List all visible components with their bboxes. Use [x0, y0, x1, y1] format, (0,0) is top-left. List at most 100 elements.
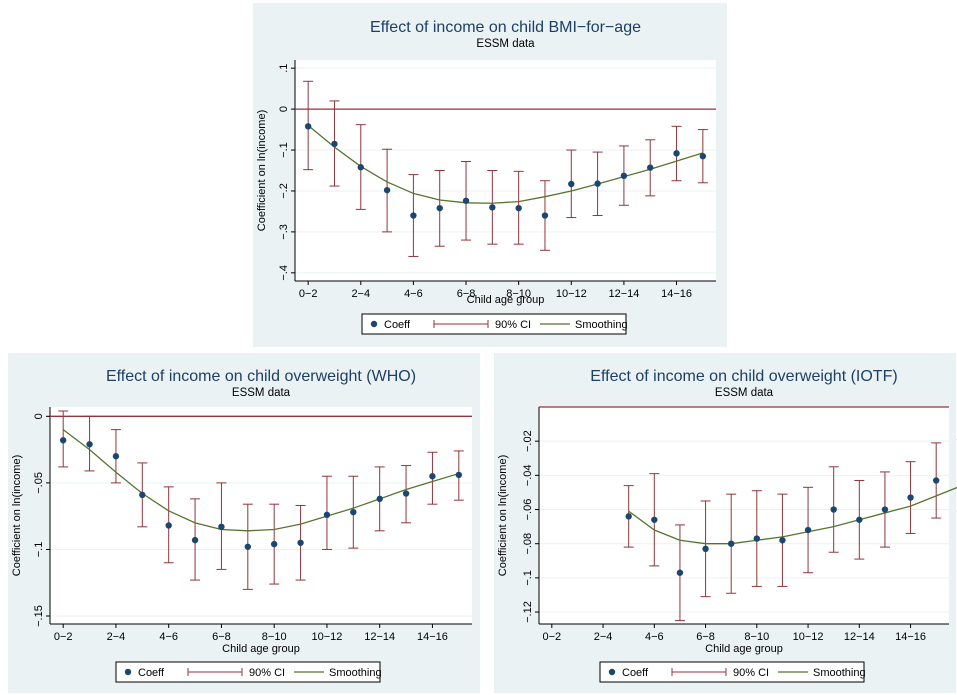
- coeff-point: [331, 140, 338, 148]
- coeff-point: [304, 123, 312, 130]
- coeff-point: [323, 511, 331, 519]
- coeff-point: [455, 471, 463, 479]
- coeff-point: [804, 526, 812, 534]
- coeff-point: [402, 490, 410, 497]
- coeff-point: [350, 508, 357, 516]
- x-axis-label: Child age group: [705, 643, 783, 655]
- legend-ci-label: 90% CI: [249, 667, 285, 679]
- y-tick-label: −.04: [522, 464, 534, 486]
- chart-iotf: Effect of income on child overweight (IO…: [497, 368, 957, 683]
- x-tick-label: 0−2: [299, 288, 318, 300]
- legend-ci-label: 90% CI: [495, 319, 531, 331]
- x-tick-label: 6−8: [696, 631, 715, 643]
- coeff-point: [932, 477, 940, 484]
- coeff-point: [112, 453, 120, 460]
- x-tick-label: 2−4: [107, 631, 126, 643]
- x-tick-label: 6−8: [212, 631, 231, 643]
- coeff-point: [376, 495, 383, 503]
- y-tick-label: −.2: [278, 183, 290, 199]
- y-axis-label: Coefficient on ln(income): [497, 455, 509, 576]
- coeff-point: [594, 180, 601, 187]
- coeff-point: [410, 212, 417, 219]
- legend-smoothing-label: Smoothing: [575, 319, 628, 331]
- x-tick-label: 0−2: [542, 631, 561, 643]
- x-tick-label: 12−14: [844, 631, 875, 643]
- smoothing-line: [62, 429, 460, 532]
- chart-title: Effect of income on child overweight (WH…: [106, 368, 416, 385]
- legend-box: [599, 661, 865, 683]
- coeff-point: [489, 204, 496, 211]
- legend-smoothing-label: Smoothing: [813, 667, 866, 679]
- legend: Coeff 90% CI Smoothing: [115, 661, 382, 683]
- chart-title: Effect of income on child BMI−for−age: [370, 19, 641, 36]
- legend-coeff-marker: [124, 668, 132, 676]
- legend-ci-label: 90% CI: [733, 667, 769, 679]
- coeff-point: [462, 197, 470, 204]
- coeff-point: [779, 537, 786, 544]
- y-tick-label: −.06: [522, 499, 534, 521]
- smoothing-line: [628, 486, 957, 545]
- chart-iotf-panel: Effect of income on child overweight (IO…: [494, 353, 957, 693]
- x-tick-label: 4−6: [645, 631, 664, 643]
- coeff-point: [830, 506, 837, 513]
- y-tick-label: −.05: [33, 472, 45, 494]
- y-tick-label: −.4: [278, 265, 290, 281]
- legend-coeff-label: Coeff: [622, 667, 649, 679]
- legend-smoothing-label: Smoothing: [329, 667, 382, 679]
- coeff-point: [59, 437, 67, 444]
- x-tick-label: 10−12: [311, 631, 342, 643]
- coeff-point: [651, 516, 658, 523]
- coeff-point: [383, 186, 391, 194]
- y-tick-label: −.1: [278, 142, 290, 158]
- x-tick-label: 12−14: [608, 288, 639, 300]
- coeff-point: [515, 204, 522, 212]
- coeff-point: [541, 212, 549, 219]
- x-tick-label: 10−12: [556, 288, 587, 300]
- coeff-point: [270, 540, 278, 548]
- coeff-point: [429, 473, 436, 480]
- plot-area: [539, 407, 949, 624]
- coeff-point: [702, 545, 709, 553]
- coeff-point: [753, 535, 761, 542]
- x-tick-label: 2−4: [351, 288, 370, 300]
- legend: Coeff 90% CI Smoothing: [599, 661, 866, 683]
- x-tick-label: 4−6: [404, 288, 423, 300]
- coeff-point: [881, 506, 889, 513]
- chart-bmi: Effect of income on child BMI−for−age ESS…: [256, 19, 716, 335]
- legend: Coeff 90% CI Smoothing: [361, 313, 628, 335]
- y-tick-label: −.1: [33, 542, 45, 558]
- x-tick-label: 8−10: [262, 631, 287, 643]
- legend-coeff-label: Coeff: [138, 667, 165, 679]
- y-tick-label: .1: [278, 64, 290, 73]
- coeff-point: [244, 543, 252, 550]
- coeff-point: [357, 164, 364, 171]
- x-tick-label: 14−16: [895, 631, 926, 643]
- coeff-point: [673, 150, 680, 157]
- coeff-point: [139, 491, 146, 499]
- chart-subtitle: ESSM data: [476, 38, 535, 50]
- x-axis-label: Child age group: [467, 294, 545, 306]
- chart-subtitle: ESSM data: [715, 387, 774, 399]
- x-tick-label: 2−4: [594, 631, 613, 643]
- chart-subtitle: ESSM data: [232, 387, 291, 399]
- x-tick-label: 4−6: [159, 631, 178, 643]
- chart-bmi-panel: Effect of income on child BMI−for−age ESS…: [253, 3, 727, 347]
- legend-box: [361, 313, 627, 335]
- y-axis-label: Coefficient on ln(income): [11, 455, 23, 576]
- chart-who-panel: Effect of income on child overweight (WH…: [8, 353, 480, 693]
- coeff-point: [436, 204, 443, 212]
- y-tick-label: −.08: [522, 533, 534, 555]
- plot-area: [50, 407, 472, 624]
- coeff-point: [218, 523, 225, 531]
- coeff-point: [620, 172, 628, 180]
- coeff-point: [191, 536, 199, 544]
- coeff-point: [647, 164, 654, 171]
- plot-area: [295, 60, 716, 281]
- x-tick-label: 6−8: [457, 288, 476, 300]
- chart-title: Effect of income on child overweight (IO…: [590, 368, 897, 385]
- coeff-point: [297, 539, 304, 546]
- coeff-point: [676, 569, 684, 576]
- legend-coeff-marker: [370, 320, 378, 328]
- coeff-point: [625, 513, 632, 520]
- y-axis-label: Coefficient on ln(income): [256, 110, 268, 231]
